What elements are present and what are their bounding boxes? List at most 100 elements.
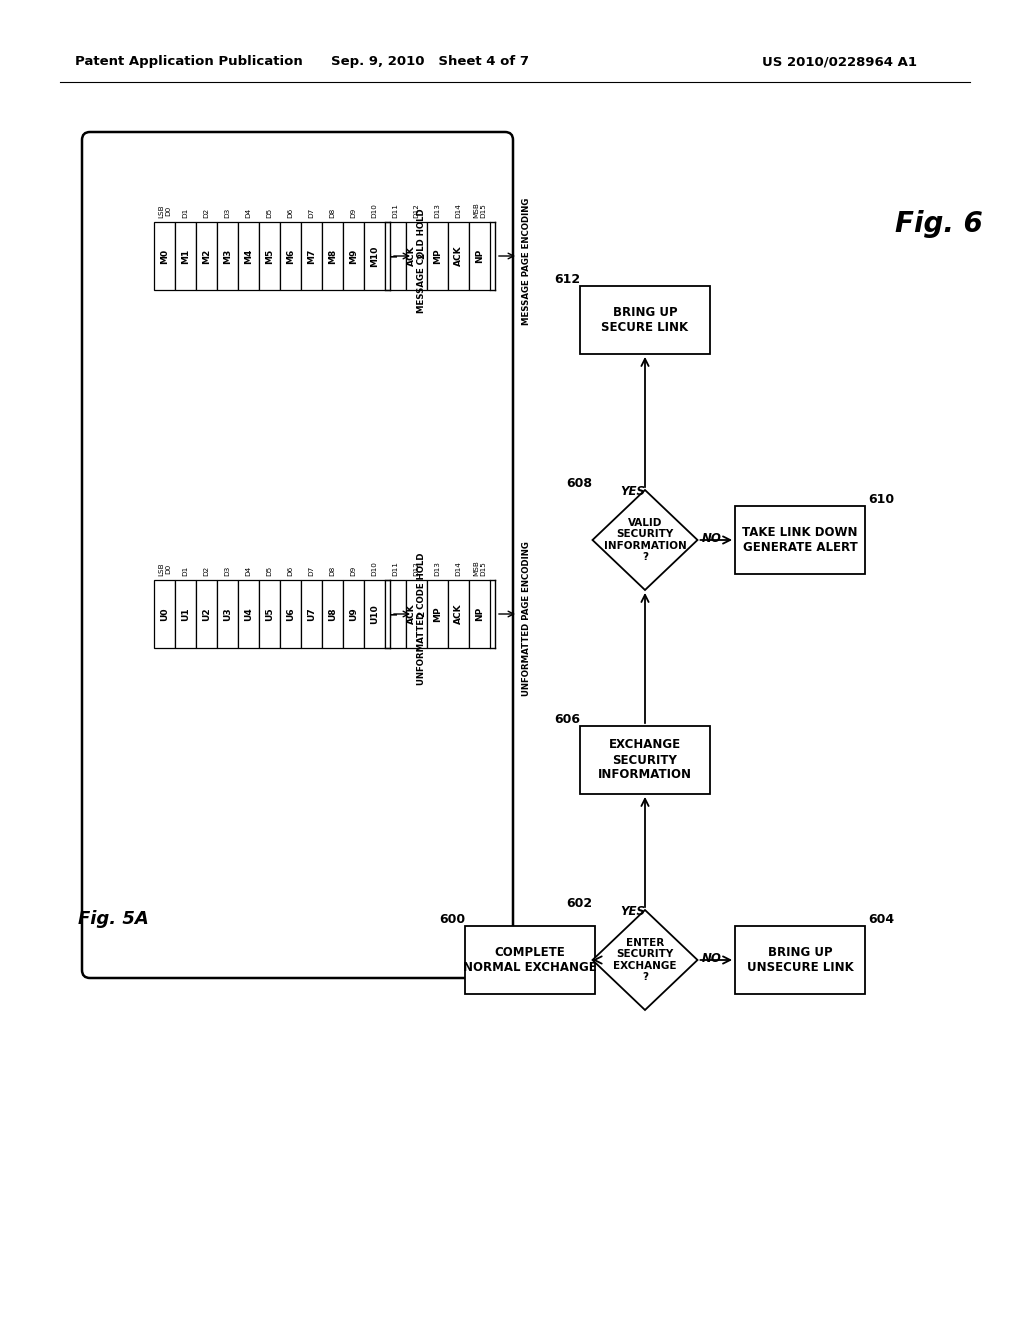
Text: US 2010/0228964 A1: US 2010/0228964 A1 [763,55,918,69]
Text: MP: MP [433,606,442,622]
Text: BRING UP
SECURE LINK: BRING UP SECURE LINK [601,306,688,334]
Text: D6: D6 [288,566,294,576]
Text: U7: U7 [307,607,316,620]
Text: NP: NP [475,607,484,622]
Bar [449,579,469,648]
Text: LSB
D0: LSB D0 [158,562,171,576]
Text: M1: M1 [181,248,190,264]
Text: D6: D6 [288,207,294,218]
Text: M10: M10 [370,246,379,267]
Text: MESSAGE COLD HOLD: MESSAGE COLD HOLD [417,209,426,313]
Text: D1: D1 [182,207,188,218]
Text: NP: NP [475,249,484,263]
Bar [469,222,490,290]
Text: 602: 602 [566,898,593,909]
Text: D10: D10 [372,561,378,576]
Text: LSB
D0: LSB D0 [158,205,171,218]
Text: D3: D3 [224,566,230,576]
Text: D14: D14 [456,203,462,218]
Text: D13: D13 [434,561,440,576]
Bar [735,927,865,994]
Text: T: T [391,611,400,618]
Text: Fig. 5A: Fig. 5A [78,909,148,928]
Bar [580,286,710,354]
Bar [217,579,238,648]
Text: 612: 612 [554,273,580,286]
Text: YES: YES [621,484,645,498]
Bar [196,579,217,648]
Text: M7: M7 [307,248,316,264]
Text: U0: U0 [160,607,169,620]
Bar [301,579,322,648]
Text: Sep. 9, 2010   Sheet 4 of 7: Sep. 9, 2010 Sheet 4 of 7 [331,55,529,69]
Bar [449,222,469,290]
Bar [238,222,259,290]
Text: 608: 608 [566,477,593,490]
Text: M5: M5 [265,248,274,264]
Text: Fig. 6: Fig. 6 [895,210,983,238]
Text: MSB
D15: MSB D15 [473,560,486,576]
Bar [343,222,364,290]
Text: COMPLETE
NORMAL EXCHANGE: COMPLETE NORMAL EXCHANGE [463,946,597,974]
Text: D7: D7 [308,566,314,576]
Bar [385,222,406,290]
Bar [259,579,280,648]
Bar [175,579,196,648]
Text: MP: MP [433,248,442,264]
Text: D5: D5 [266,207,272,218]
Text: VALID
SECURITY
INFORMATION
?: VALID SECURITY INFORMATION ? [603,517,686,562]
Bar [322,579,343,648]
Text: U3: U3 [223,607,232,620]
Text: Patent Application Publication: Patent Application Publication [75,55,303,69]
Text: D7: D7 [308,207,314,218]
Text: EXCHANGE
SECURITY
INFORMATION: EXCHANGE SECURITY INFORMATION [598,738,692,781]
Bar [280,579,301,648]
Text: M4: M4 [244,248,253,264]
Text: UNFORMATTED PAGE ENCODING: UNFORMATTED PAGE ENCODING [522,541,531,697]
Bar [322,222,343,290]
Text: ACK: ACK [454,603,463,624]
Bar [364,222,385,290]
Text: MESSAGE PAGE ENCODING: MESSAGE PAGE ENCODING [522,197,531,325]
Text: D12: D12 [414,561,420,576]
Text: M0: M0 [160,248,169,264]
Text: D10: D10 [372,203,378,218]
Text: D11: D11 [392,203,398,218]
Text: D2: D2 [204,566,210,576]
Bar [154,222,175,290]
Text: ACK
2: ACK 2 [407,246,426,267]
Text: M3: M3 [223,248,232,264]
Text: ENTER
SECURITY
EXCHANGE
?: ENTER SECURITY EXCHANGE ? [613,937,677,982]
Text: M8: M8 [328,248,337,264]
Bar [175,222,196,290]
Text: M9: M9 [349,248,358,264]
Text: D12: D12 [414,203,420,218]
FancyBboxPatch shape [82,132,513,978]
Text: U8: U8 [328,607,337,620]
Text: U9: U9 [349,607,358,620]
Bar [385,579,406,648]
Text: 600: 600 [439,913,465,927]
Text: ACK
2: ACK 2 [407,603,426,624]
Bar [238,579,259,648]
Text: NO: NO [701,532,721,545]
Text: D9: D9 [350,207,356,218]
Text: U1: U1 [181,607,190,620]
Bar [427,579,449,648]
Bar [735,506,865,574]
Bar [469,579,490,648]
Polygon shape [593,490,697,590]
Bar [217,222,238,290]
Text: NO: NO [701,952,721,965]
Text: D9: D9 [350,566,356,576]
Text: BRING UP
UNSECURE LINK: BRING UP UNSECURE LINK [746,946,853,974]
Bar [427,222,449,290]
Bar [280,222,301,290]
Text: UNFORMATTED CODE HOLD: UNFORMATTED CODE HOLD [417,553,426,685]
Text: M2: M2 [202,248,211,264]
Text: U4: U4 [244,607,253,620]
Bar [196,222,217,290]
Text: D8: D8 [330,566,336,576]
Bar [364,579,385,648]
Text: D2: D2 [204,207,210,218]
